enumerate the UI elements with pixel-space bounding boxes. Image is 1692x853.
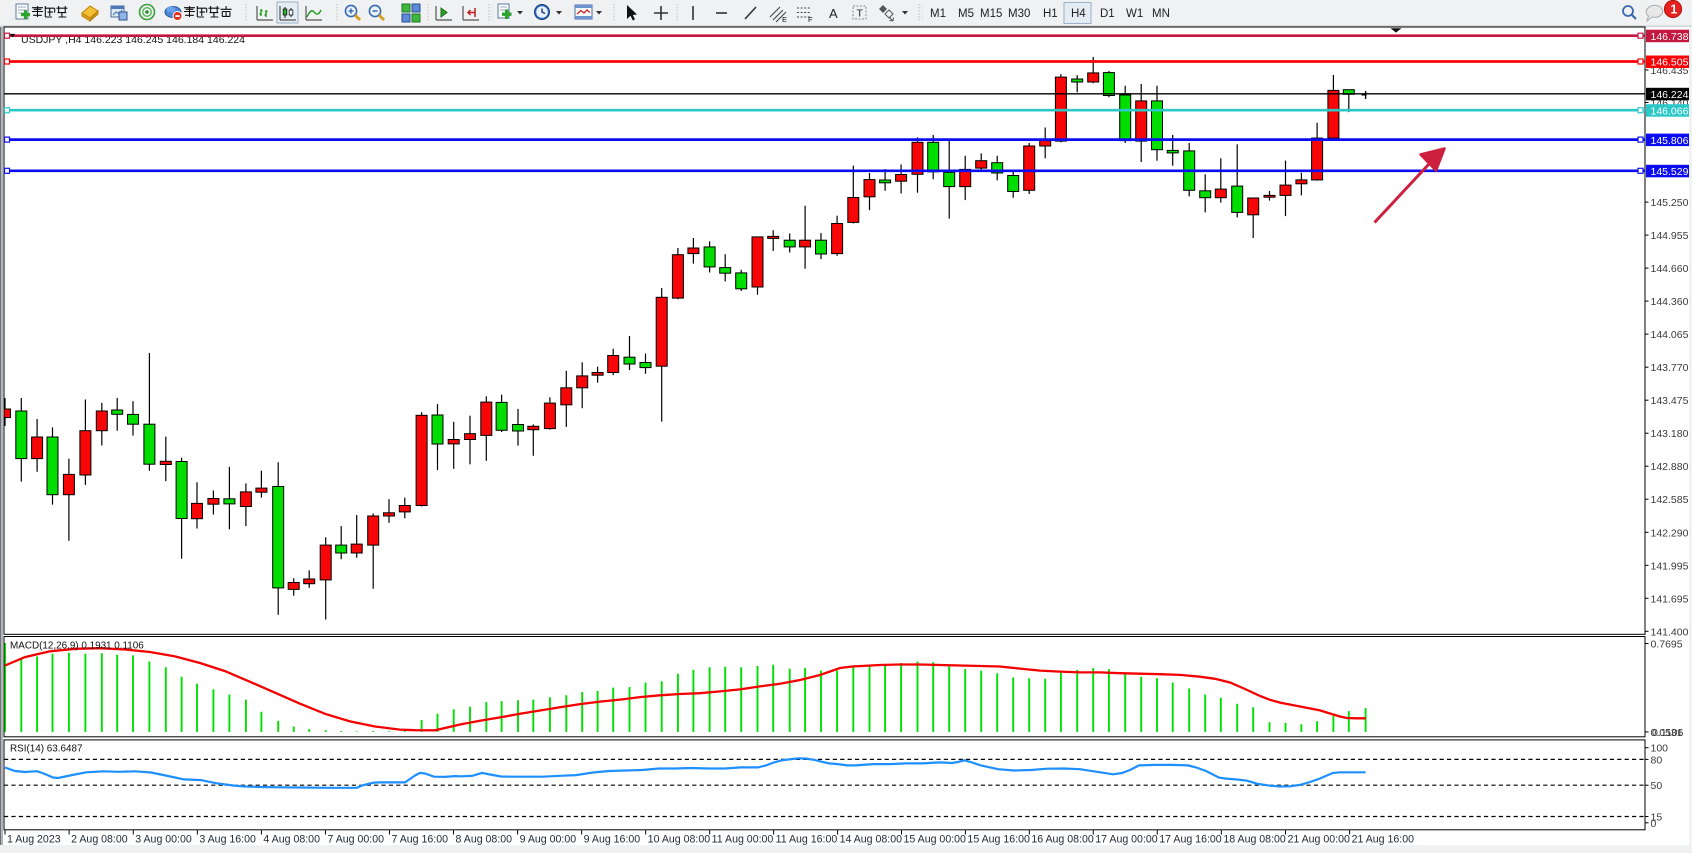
- svg-text:21 Aug 00:00: 21 Aug 00:00: [1287, 834, 1350, 846]
- svg-text:8 Aug 08:00: 8 Aug 08:00: [456, 834, 513, 846]
- svg-text:11 Aug 16:00: 11 Aug 16:00: [776, 834, 838, 846]
- svg-text:145.806: 145.806: [1651, 135, 1689, 147]
- svg-text:T: T: [857, 8, 864, 20]
- svg-text:141.695: 141.695: [1651, 593, 1689, 605]
- svg-text:15 Aug 00:00: 15 Aug 00:00: [904, 834, 967, 846]
- svg-text:143.475: 143.475: [1651, 395, 1689, 407]
- svg-text:141.995: 141.995: [1651, 560, 1689, 572]
- svg-text:145.250: 145.250: [1651, 197, 1689, 209]
- svg-text:7 Aug 16:00: 7 Aug 16:00: [391, 834, 448, 846]
- svg-text:145.529: 145.529: [1651, 166, 1689, 178]
- svg-text:15 Aug 16:00: 15 Aug 16:00: [967, 834, 1030, 846]
- svg-text:11 Aug 00:00: 11 Aug 00:00: [712, 834, 774, 846]
- svg-text:E: E: [782, 15, 787, 24]
- svg-text:2 Aug 08:00: 2 Aug 08:00: [71, 834, 128, 846]
- svg-text:142.880: 142.880: [1651, 461, 1689, 473]
- svg-text:146.505: 146.505: [1651, 57, 1689, 69]
- svg-text:21 Aug 16:00: 21 Aug 16:00: [1352, 834, 1415, 846]
- svg-text:0.0531: 0.0531: [1651, 727, 1683, 739]
- svg-text:144.360: 144.360: [1651, 296, 1689, 308]
- svg-text:16 Aug 08:00: 16 Aug 08:00: [1031, 834, 1094, 846]
- svg-text:1: 1: [1670, 2, 1677, 16]
- svg-text:M15: M15: [980, 8, 1002, 20]
- svg-text:17 Aug 16:00: 17 Aug 16:00: [1159, 834, 1222, 846]
- svg-text:80: 80: [1651, 754, 1663, 766]
- svg-text:7 Aug 00:00: 7 Aug 00:00: [327, 834, 384, 846]
- svg-text:146.224: 146.224: [1651, 89, 1689, 101]
- svg-text:17 Aug 00:00: 17 Aug 00:00: [1095, 834, 1158, 846]
- svg-text:D1: D1: [1100, 8, 1115, 20]
- svg-text:H1: H1: [1043, 8, 1058, 20]
- svg-text:A: A: [829, 6, 838, 21]
- svg-text:9 Aug 00:00: 9 Aug 00:00: [520, 834, 577, 846]
- svg-text:H4: H4: [1071, 8, 1086, 20]
- svg-text:0.1106: 0.1106: [1652, 727, 1683, 739]
- svg-text:M30: M30: [1008, 8, 1030, 20]
- svg-text:143.770: 143.770: [1651, 362, 1689, 374]
- svg-text:W1: W1: [1126, 8, 1143, 20]
- svg-text:144.660: 144.660: [1651, 263, 1689, 275]
- svg-text:1 Aug 2023: 1 Aug 2023: [7, 834, 61, 846]
- svg-text:143.180: 143.180: [1651, 428, 1689, 440]
- svg-text:146.066: 146.066: [1651, 105, 1689, 117]
- svg-text:0: 0: [1651, 818, 1657, 830]
- svg-text:M5: M5: [958, 8, 974, 20]
- svg-text:144.065: 144.065: [1651, 329, 1689, 341]
- svg-text:4 Aug 08:00: 4 Aug 08:00: [263, 834, 320, 846]
- svg-text:18 Aug 08:00: 18 Aug 08:00: [1223, 834, 1286, 846]
- svg-text:F: F: [808, 15, 813, 24]
- svg-text:3 Aug 16:00: 3 Aug 16:00: [199, 834, 256, 846]
- svg-text:14 Aug 08:00: 14 Aug 08:00: [840, 834, 903, 846]
- svg-text:MN: MN: [1152, 8, 1170, 20]
- svg-text:142.290: 142.290: [1651, 527, 1689, 539]
- svg-text:146.738: 146.738: [1651, 31, 1689, 43]
- svg-text:MACD(12,26,9) 0.1931 0.1106: MACD(12,26,9) 0.1931 0.1106: [10, 641, 144, 652]
- svg-text:144.955: 144.955: [1651, 230, 1689, 242]
- svg-text:10 Aug 08:00: 10 Aug 08:00: [648, 834, 711, 846]
- svg-text:RSI(14) 63.6487: RSI(14) 63.6487: [10, 744, 82, 755]
- svg-text:0.7695: 0.7695: [1651, 639, 1683, 651]
- svg-text:50: 50: [1651, 780, 1663, 792]
- svg-text:M1: M1: [930, 8, 946, 20]
- svg-text:15: 15: [1651, 812, 1663, 824]
- svg-text:100: 100: [1651, 743, 1669, 755]
- svg-text:9 Aug 16:00: 9 Aug 16:00: [584, 834, 641, 846]
- svg-text:3 Aug 00:00: 3 Aug 00:00: [135, 834, 192, 846]
- svg-text:141.400: 141.400: [1651, 626, 1689, 638]
- svg-text:142.585: 142.585: [1651, 494, 1689, 506]
